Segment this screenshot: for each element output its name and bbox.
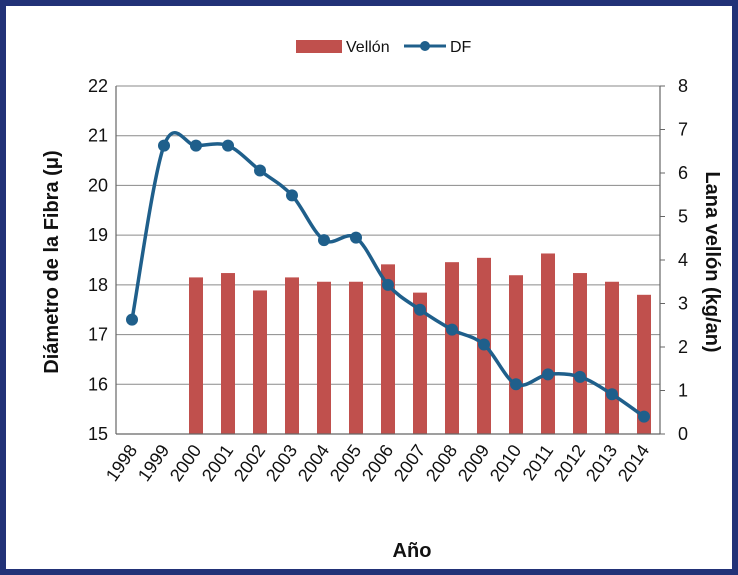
x-tick-label: 2011: [519, 441, 558, 484]
x-tick-label: 2014: [614, 441, 653, 485]
point-df: [414, 303, 426, 316]
y-left-tick-label: 20: [88, 175, 108, 195]
x-tick-label: 2004: [294, 441, 333, 485]
y-right-tick-label: 8: [678, 76, 688, 96]
line-series-group: [126, 131, 650, 423]
point-df: [382, 278, 394, 291]
point-df: [126, 313, 138, 326]
point-df: [478, 338, 490, 351]
y-right-tick-label: 2: [678, 337, 688, 357]
point-df: [350, 231, 362, 244]
x-tick-label: 2002: [230, 441, 269, 485]
point-df: [286, 189, 298, 202]
point-df: [638, 410, 650, 423]
y-right-tick-label: 6: [678, 163, 688, 183]
y-axis-right-title: Lana vellón (kg/an): [701, 171, 723, 352]
y-right-tick-label: 4: [678, 250, 688, 270]
x-tick-label: 2006: [358, 441, 397, 485]
point-df: [190, 139, 202, 152]
legend-swatch-vellon: [296, 40, 342, 53]
x-tick-label: 2010: [486, 441, 525, 485]
x-tick-label: 2005: [326, 441, 365, 485]
legend-label-df: DF: [450, 39, 472, 56]
x-tick-label: 2007: [390, 441, 429, 485]
x-tick-label: 2009: [454, 441, 493, 485]
bar-vellon: [637, 294, 651, 434]
point-df: [222, 139, 234, 152]
x-tick-label: 2012: [550, 441, 589, 485]
point-df: [158, 139, 170, 152]
legend-label-vellon: Vellón: [346, 39, 390, 56]
legend-swatch-df-marker: [420, 41, 430, 51]
y-left-tick-label: 18: [88, 275, 108, 295]
point-df: [606, 388, 618, 401]
bar-vellon: [381, 264, 395, 434]
point-df: [446, 323, 458, 336]
bar-vellon: [189, 277, 203, 434]
y-left-tick-label: 17: [88, 325, 108, 345]
x-tick-label: 2008: [422, 441, 461, 485]
x-tick-label: 1998: [102, 441, 141, 485]
bar-vellon: [605, 281, 619, 434]
x-tick-label: 2001: [198, 441, 237, 485]
bar-vellon: [317, 281, 331, 434]
bar-vellon: [445, 262, 459, 434]
y-left-tick-label: 15: [88, 424, 108, 444]
point-df: [254, 164, 266, 177]
bar-series-group: [189, 253, 651, 434]
legend: Vellón DF: [296, 39, 472, 56]
bar-vellon: [413, 292, 427, 434]
y-axis-left-title: Diámetro de la Fibra (μ): [41, 150, 63, 373]
bar-vellon: [221, 273, 235, 434]
y-right-tick-label: 1: [678, 381, 688, 401]
point-df: [510, 378, 522, 391]
y-left-tick-label: 16: [88, 374, 108, 394]
y-left-tick-label: 21: [88, 126, 108, 146]
bar-vellon: [253, 290, 267, 434]
bar-vellon: [573, 273, 587, 434]
x-tick-label: 2013: [582, 441, 621, 485]
y-left-tick-label: 22: [88, 76, 108, 96]
bar-vellon: [541, 253, 555, 434]
point-df: [574, 370, 586, 383]
y-right-tick-label: 3: [678, 294, 688, 314]
y-right-tick-label: 7: [678, 120, 688, 140]
bar-vellon: [509, 275, 523, 434]
point-df: [542, 368, 554, 381]
point-df: [318, 234, 330, 247]
x-tick-label: 2000: [166, 441, 205, 485]
y-right-tick-label: 5: [678, 207, 688, 227]
y-left-tick-label: 19: [88, 225, 108, 245]
x-tick-label: 1999: [134, 441, 173, 485]
x-axis-title: Año: [393, 540, 432, 562]
bar-vellon: [285, 277, 299, 434]
y-right-tick-label: 0: [678, 424, 688, 444]
bar-vellon: [349, 281, 363, 434]
x-tick-label: 2003: [262, 441, 301, 485]
